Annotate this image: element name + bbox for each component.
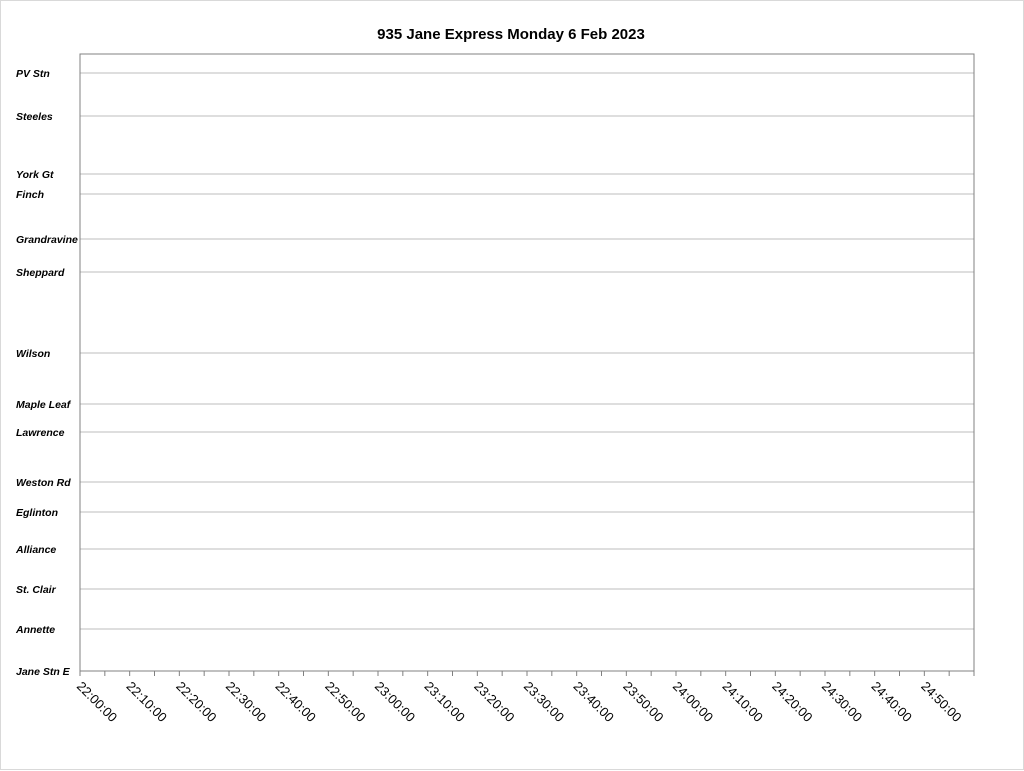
plot-frame: [79, 53, 975, 672]
x-tick-label: 22:20:00: [173, 679, 219, 725]
y-tick-label: Maple Leaf: [16, 399, 72, 411]
x-tick-label: 22:10:00: [124, 679, 170, 725]
x-tick-label: 23:50:00: [620, 679, 666, 725]
x-tick-label: 23:00:00: [372, 679, 418, 725]
x-tick-label: 24:40:00: [869, 679, 915, 725]
y-tick-label: Wilson: [16, 348, 50, 360]
x-tick-label: 23:30:00: [521, 679, 567, 725]
x-tick-label: 23:40:00: [571, 679, 617, 725]
x-tick-label: 23:20:00: [471, 679, 517, 725]
x-tick-label: 24:50:00: [918, 679, 964, 725]
chart-title: 935 Jane Express Monday 6 Feb 2023: [377, 26, 645, 43]
y-tick-label: Annette: [15, 624, 55, 636]
y-tick-label: Alliance: [15, 544, 56, 556]
x-tick-label: 24:30:00: [819, 679, 865, 725]
y-tick-label: Grandravine: [16, 234, 78, 246]
y-tick-label: Sheppard: [16, 267, 65, 279]
x-tick-label: 22:30:00: [223, 679, 269, 725]
x-tick-label: 23:10:00: [422, 679, 468, 725]
x-tick-label: 22:50:00: [322, 679, 368, 725]
x-tick-label: 22:40:00: [273, 679, 319, 725]
y-tick-label: York Gt: [16, 169, 54, 181]
y-tick-label: St. Clair: [16, 584, 57, 596]
y-tick-label: Eglinton: [16, 507, 58, 519]
y-tick-label: Finch: [16, 189, 44, 201]
x-tick-label: 22:00:00: [74, 679, 120, 725]
y-tick-label: Jane Stn E: [16, 666, 71, 678]
x-tick-label: 24:10:00: [720, 679, 766, 725]
x-tick-label: 24:20:00: [769, 679, 815, 725]
y-tick-label: Lawrence: [16, 427, 65, 439]
x-tick-label: 24:00:00: [670, 679, 716, 725]
y-tick-label: Steeles: [16, 111, 53, 123]
y-tick-label: PV Stn: [16, 68, 50, 80]
y-tick-label: Weston Rd: [16, 477, 71, 489]
